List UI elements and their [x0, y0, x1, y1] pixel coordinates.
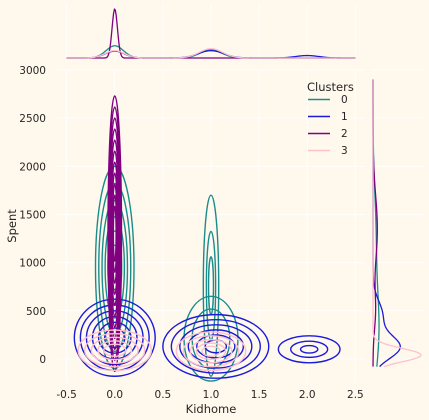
x-tick-label-4: 1.5	[251, 389, 268, 401]
legend-label-3: 3	[341, 145, 348, 157]
contour-series-2-blob-0-level-10	[112, 205, 117, 262]
legend: Clusters 0 1 2 3	[307, 80, 354, 157]
contour-series-3-blob-1-level-2	[189, 338, 233, 364]
y-tick-label-6: 3000	[19, 65, 46, 77]
y-marginal-curves	[372, 79, 422, 368]
legend-label-0: 0	[341, 94, 348, 106]
contour-series-3-blob-0-level-2	[90, 336, 139, 364]
contour-series-1-blob-2-level-1	[289, 340, 329, 359]
x-marginal-axes	[57, 4, 365, 61]
contour-series-1-blob-1-level-2	[179, 324, 253, 369]
legend-title: Clusters	[307, 80, 354, 94]
contour-series-3-blob-0-level-0	[77, 329, 153, 372]
y-tick-label-0: 0	[39, 354, 46, 366]
y-marginal-background	[371, 70, 425, 383]
contour-series-1-blob-2-level-0	[277, 335, 341, 364]
x-tick-label-3: 1.0	[203, 389, 220, 401]
contour-series-1-blob-1-level-1	[170, 319, 261, 374]
y-marginal-grid	[371, 69, 425, 360]
contour-series-3-blob-0-level-3	[97, 340, 133, 361]
contour-series-0-blob-0-level-0	[94, 165, 135, 370]
contour-series-0-blob-0-level-3	[104, 216, 126, 319]
kde-contours	[73, 95, 341, 382]
y-axis-label: Spent	[5, 209, 19, 243]
contour-series-3-blob-0-level-1	[84, 332, 146, 368]
contour-series-1-blob-0-level-0	[73, 298, 156, 377]
y-tick-label-1: 500	[26, 306, 46, 318]
contour-series-1-blob-0-level-4	[97, 321, 132, 354]
x-tick-label-2: 0.5	[155, 389, 172, 401]
main-axes: -0.5 0.0 0.5 1.0 1.5 2.0 2.5 0 500 1000 1500 2000 2…	[5, 65, 365, 416]
y-tick-label-3: 1500	[19, 209, 46, 221]
series-2-contours	[107, 95, 123, 373]
contour-series-3-blob-1-level-1	[182, 335, 240, 368]
contour-series-1-blob-1-level-0	[162, 313, 270, 379]
x-tick-labels: -0.5 0.0 0.5 1.0 1.5 2.0 2.5	[56, 389, 363, 401]
x-tick-label-0: -0.5	[56, 389, 77, 401]
x-axis-label: Kidhome	[186, 402, 237, 416]
contour-series-1-blob-2-level-2	[299, 344, 319, 354]
y-tick-labels: 0 500 1000 1500 2000 2500 3000	[19, 65, 46, 366]
x-marginal-curves	[66, 7, 356, 59]
contour-series-3-blob-1-level-3	[195, 342, 227, 361]
x-tick-label-5: 2.0	[299, 389, 316, 401]
contour-series-0-blob-1-level-0	[202, 194, 220, 377]
contour-series-1-blob-0-level-5	[103, 327, 126, 349]
x-marginal-curve-3	[66, 48, 356, 59]
x-tick-label-6: 2.5	[347, 389, 364, 401]
legend-entries: 0 1 2 3	[308, 94, 348, 157]
legend-label-2: 2	[341, 128, 348, 140]
contour-series-3-blob-1-level-4	[201, 345, 221, 357]
contour-series-1-blob-1-level-4	[196, 334, 236, 359]
y-marginal-axes	[371, 69, 425, 383]
x-tick-label-1: 0.0	[106, 389, 123, 401]
y-tick-label-5: 2500	[19, 113, 46, 125]
y-marginal-curve-3	[372, 79, 422, 368]
x-marginal-grid	[66, 4, 356, 61]
contour-series-3-blob-0-level-4	[103, 343, 127, 358]
y-tick-label-2: 1000	[19, 258, 46, 270]
series-3-contours	[77, 329, 247, 372]
contour-series-3-blob-1-level-0	[175, 331, 247, 372]
y-tick-label-4: 2000	[19, 161, 46, 173]
legend-label-1: 1	[341, 111, 348, 123]
